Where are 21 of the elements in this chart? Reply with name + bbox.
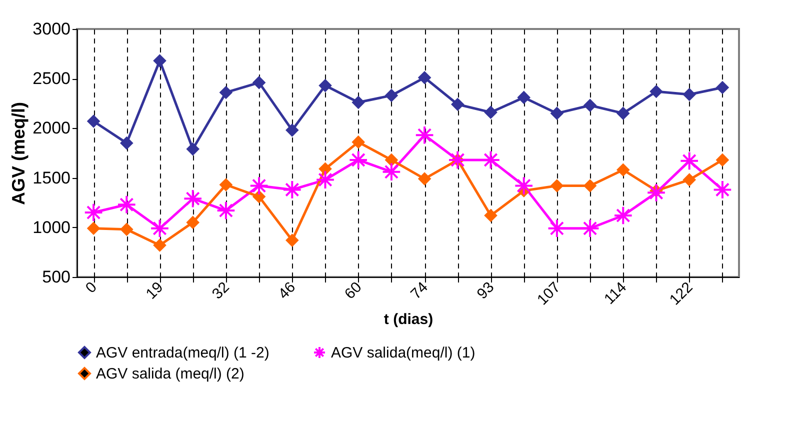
x-tick-label: 74 xyxy=(408,278,432,303)
x-axis-title: t (dias) xyxy=(384,310,434,328)
x-tick-label: 107 xyxy=(534,278,564,309)
x-tick-label: 46 xyxy=(275,278,300,303)
y-tick-label: 1500 xyxy=(32,168,70,188)
x-tick-label: 60 xyxy=(341,278,366,303)
y-tick-label: 2500 xyxy=(32,69,70,88)
y-tick-label: 2000 xyxy=(32,118,70,138)
y-axis-title: AGV (meq/l) xyxy=(8,102,29,206)
x-tick-label: 0 xyxy=(82,278,100,297)
x-tick-label: 122 xyxy=(666,278,696,309)
x-tick-label: 19 xyxy=(142,278,167,303)
y-tick-label: 3000 xyxy=(32,20,70,38)
legend-label: AGV salida(meq/l) (1) xyxy=(331,344,476,362)
x-tick-label: 114 xyxy=(601,278,630,308)
legend-label: AGV salida (meq/l) (2) xyxy=(96,366,244,382)
y-tick-label: 1000 xyxy=(32,218,70,237)
y-tick-label: 500 xyxy=(42,268,70,286)
x-tick-label: 93 xyxy=(474,278,498,303)
x-tick-label: 32 xyxy=(208,278,233,303)
legend-label: AGV entrada(meq/l) (1 -2) xyxy=(96,344,270,362)
